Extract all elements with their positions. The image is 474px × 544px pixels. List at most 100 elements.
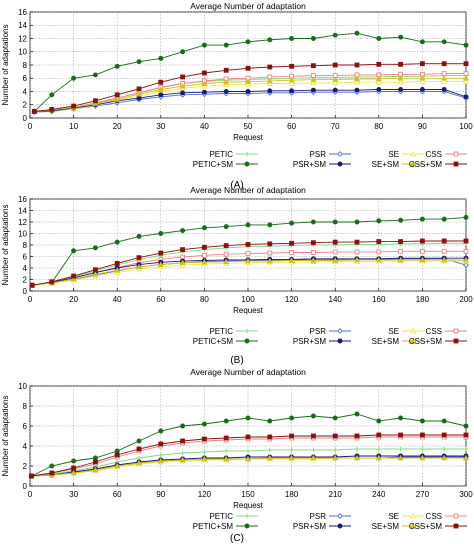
x-axis-label: Request <box>233 306 264 315</box>
data-point <box>288 80 295 86</box>
legend-marker <box>453 523 459 529</box>
data-point <box>332 239 338 245</box>
legend-item: PSR+SM <box>293 337 351 346</box>
data-point <box>223 243 229 248</box>
legend-label: CSS <box>426 150 442 159</box>
data-point <box>71 103 77 109</box>
data-point <box>201 252 207 258</box>
data-point <box>92 459 98 465</box>
x-tick-label: 180 <box>285 490 299 499</box>
data-point <box>354 433 360 439</box>
data-point <box>244 80 252 87</box>
legend-marker <box>409 150 417 157</box>
x-tick-label: 60 <box>287 122 296 131</box>
y-tick-label: 8 <box>23 402 28 411</box>
data-point <box>462 75 470 81</box>
data-point <box>332 257 339 263</box>
data-point <box>288 257 295 263</box>
x-tick-label: 200 <box>459 295 473 304</box>
data-point <box>310 250 316 255</box>
data-point <box>136 59 142 65</box>
legend-label: SE+SM <box>372 337 400 346</box>
data-point <box>398 446 403 452</box>
data-point <box>245 434 251 440</box>
legend-item: SE <box>388 327 424 336</box>
legend-label: PSR+SM <box>293 160 326 169</box>
data-point <box>179 259 186 266</box>
x-tick-label: 40 <box>200 122 209 131</box>
data-point <box>419 87 425 92</box>
legend-marker <box>453 161 459 167</box>
data-point <box>332 219 338 225</box>
data-point <box>180 74 186 80</box>
y-tick-label: 14 <box>18 206 27 215</box>
data-point <box>223 455 230 462</box>
data-point <box>376 249 382 255</box>
data-point <box>397 454 404 461</box>
data-point <box>136 438 142 444</box>
data-point <box>310 433 316 439</box>
data-point <box>397 75 404 81</box>
y-axis-label: Number of adaptations <box>1 25 10 106</box>
data-point <box>92 98 98 104</box>
data-point <box>376 418 382 424</box>
data-point <box>223 42 229 48</box>
legend-marker <box>244 338 250 344</box>
data-point <box>223 81 230 88</box>
x-tick-label: 30 <box>156 122 165 131</box>
data-point <box>180 254 186 260</box>
data-point <box>49 279 55 285</box>
data-point <box>266 80 273 86</box>
data-point <box>397 256 404 263</box>
legend-marker <box>453 151 459 157</box>
data-point <box>419 432 425 438</box>
data-point <box>441 71 447 77</box>
data-point <box>179 456 186 463</box>
legend-label: CSS+SM <box>409 337 442 346</box>
data-point <box>353 454 361 461</box>
data-point <box>223 258 230 264</box>
data-point <box>180 423 186 429</box>
legend-marker <box>409 327 417 334</box>
data-point <box>267 88 273 94</box>
x-tick-label: 10 <box>69 122 78 131</box>
data-point <box>223 251 229 257</box>
data-point <box>354 239 360 245</box>
legend-label: CSS+SM <box>409 522 442 531</box>
x-tick-label: 40 <box>113 295 122 304</box>
legend-item: PSR <box>310 512 351 521</box>
series-css-sm <box>29 238 469 288</box>
data-point <box>310 454 317 461</box>
legend-marker <box>409 522 417 529</box>
data-point <box>114 462 121 469</box>
y-tick-label: 12 <box>18 34 27 43</box>
data-point <box>114 96 121 102</box>
data-point <box>441 87 447 92</box>
series-petic-sm <box>29 214 469 288</box>
data-point <box>114 63 120 69</box>
data-point <box>463 423 469 429</box>
legend-marker <box>244 328 250 334</box>
data-point <box>92 271 99 277</box>
data-point <box>310 76 317 82</box>
panel-caption: (A) <box>230 180 243 191</box>
data-point <box>419 39 425 45</box>
legend-label: PETIC <box>209 512 233 521</box>
x-tick-label: 270 <box>416 490 430 499</box>
y-tick-label: 16 <box>18 8 27 17</box>
legend-marker <box>244 523 250 529</box>
data-point <box>180 49 186 55</box>
y-tick-label: 0 <box>23 482 28 491</box>
data-point <box>157 86 164 92</box>
data-point <box>441 432 447 438</box>
data-point <box>267 222 273 228</box>
legend-item: SE+SM <box>372 337 424 346</box>
data-point <box>463 61 469 67</box>
data-point <box>441 75 448 81</box>
y-tick-label: 12 <box>18 218 27 227</box>
legend: PETIC PSR SE CSS PETIC+SM PSR+SM SE+SM CSS+SM <box>193 512 467 531</box>
